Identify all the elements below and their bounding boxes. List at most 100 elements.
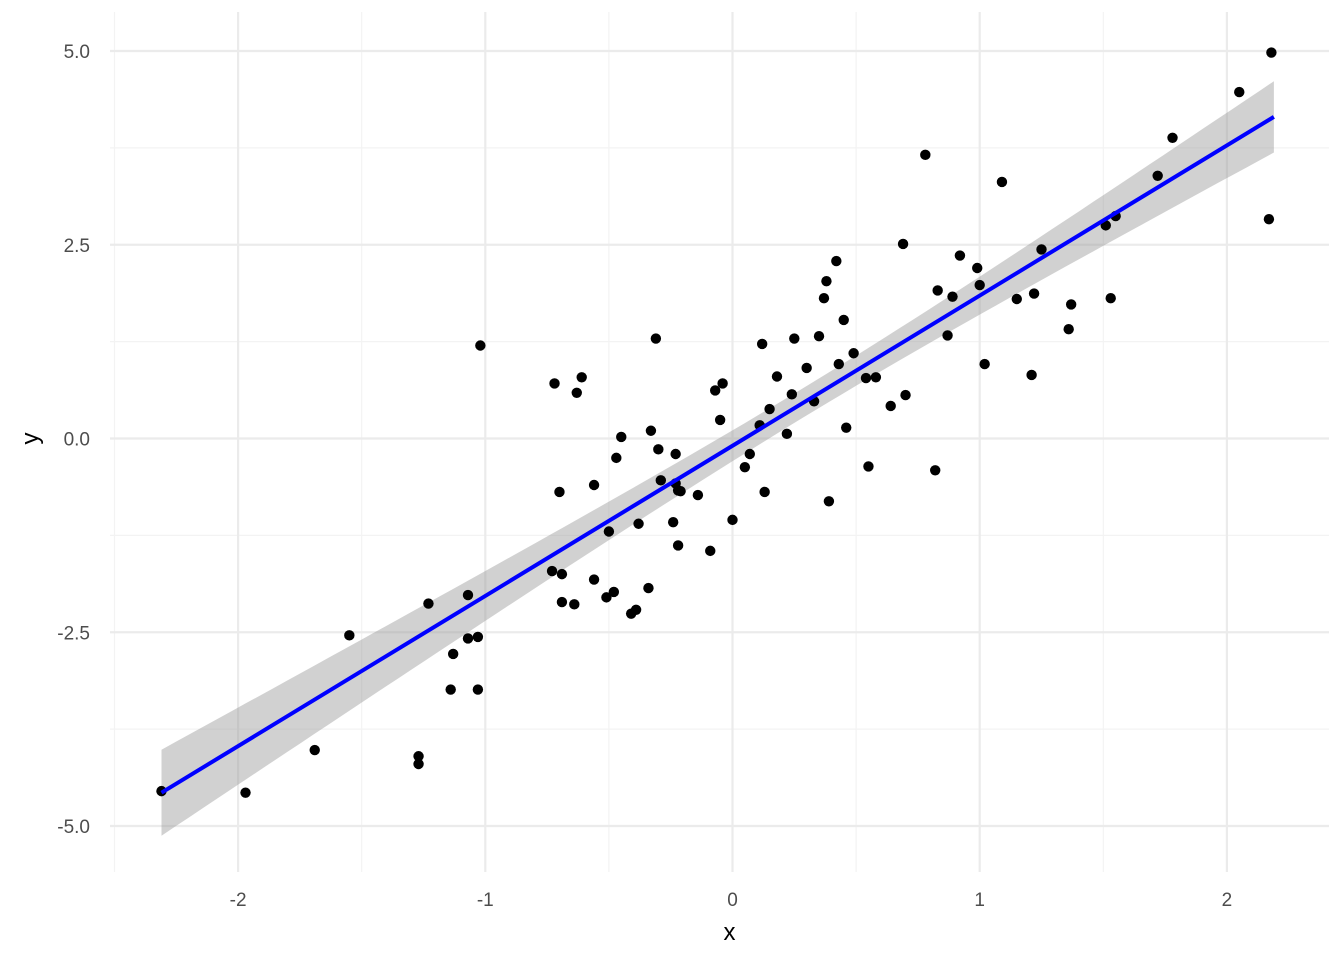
data-point [786,389,798,400]
data-point [1167,132,1178,143]
data-point [601,592,612,603]
data-point [423,598,434,609]
data-point [841,422,852,433]
data-point [954,250,966,261]
data-point [759,486,770,498]
data-point [930,465,941,476]
data-point [670,448,681,460]
data-point [571,387,582,398]
y-tick-label: -2.5 [57,623,90,644]
data-point [472,631,484,643]
data-point [1011,293,1022,305]
data-point [1263,213,1275,225]
data-point [709,385,721,396]
data-point [714,414,726,426]
data-point [920,149,931,161]
data-point [462,589,474,601]
data-point [588,574,600,585]
x-axis-ticks: -2 -1 0 1 2 [230,890,1233,911]
y-tick-label: 5.0 [64,42,90,63]
data-point [645,425,657,436]
data-point [569,599,580,610]
minor-grid [110,12,1329,872]
data-point [833,358,844,370]
data-point [603,526,615,537]
x-axis-title: x [724,919,736,946]
data-point [947,291,958,302]
data-point [692,489,704,501]
y-tick-label: -5.0 [57,817,90,838]
data-point [475,340,486,351]
data-point [860,372,872,384]
data-point [1105,293,1116,304]
data-point [549,378,560,389]
data-point [870,372,882,383]
data-point [717,378,728,389]
data-point [413,758,424,770]
x-tick-label: 1 [974,890,985,911]
data-point [972,262,983,274]
y-tick-label: 2.5 [64,236,90,257]
data-point [413,751,424,762]
data-point [667,517,679,528]
x-tick-label: -2 [230,890,247,911]
data-point [653,444,664,455]
data-point [608,586,620,598]
data-point [445,684,456,695]
data-point [863,461,874,472]
y-axis-ticks: -5.0 -2.5 0.0 2.5 5.0 [57,42,90,838]
data-point [1234,86,1245,98]
data-point [739,461,751,473]
data-point [1065,299,1077,310]
data-point [900,389,911,401]
data-point [1152,170,1163,181]
data-point [546,565,558,577]
data-point [472,684,484,695]
data-point [633,518,644,529]
regression-line [160,115,1275,795]
data-point [672,540,684,551]
data-point [344,630,355,641]
data-point [554,486,565,498]
data-point [447,648,459,660]
data-point [781,428,793,440]
confidence-band [161,81,1274,836]
data-point [630,604,642,615]
data-point [823,496,835,507]
x-tick-label: 2 [1222,890,1233,911]
data-point [831,255,842,267]
data-point [764,403,775,415]
x-tick-label: 0 [727,890,738,911]
data-point [744,448,756,460]
data-point [611,452,622,464]
data-point [979,358,990,370]
data-point [240,787,251,798]
data-point [705,545,716,557]
data-point [556,596,568,608]
data-point [1036,244,1047,255]
data-point [556,568,568,580]
data-point [801,362,812,374]
data-point [650,333,662,344]
y-tick-label: 0.0 [64,430,90,451]
x-tick-label: -1 [477,890,494,911]
major-grid [110,12,1329,872]
data-point [462,633,474,644]
data-point [616,431,627,443]
data-point [885,400,896,412]
data-point [932,285,943,296]
data-point [588,479,600,491]
data-point [838,314,849,326]
data-point [309,744,320,756]
data-point [996,176,1008,188]
data-point [813,331,825,342]
data-point [655,475,667,486]
data-point [974,279,985,291]
data-point [821,275,832,287]
data-point [897,238,909,250]
data-point [1063,324,1074,335]
data-point [727,514,738,526]
data-point [1026,369,1037,381]
data-point [1028,288,1040,299]
